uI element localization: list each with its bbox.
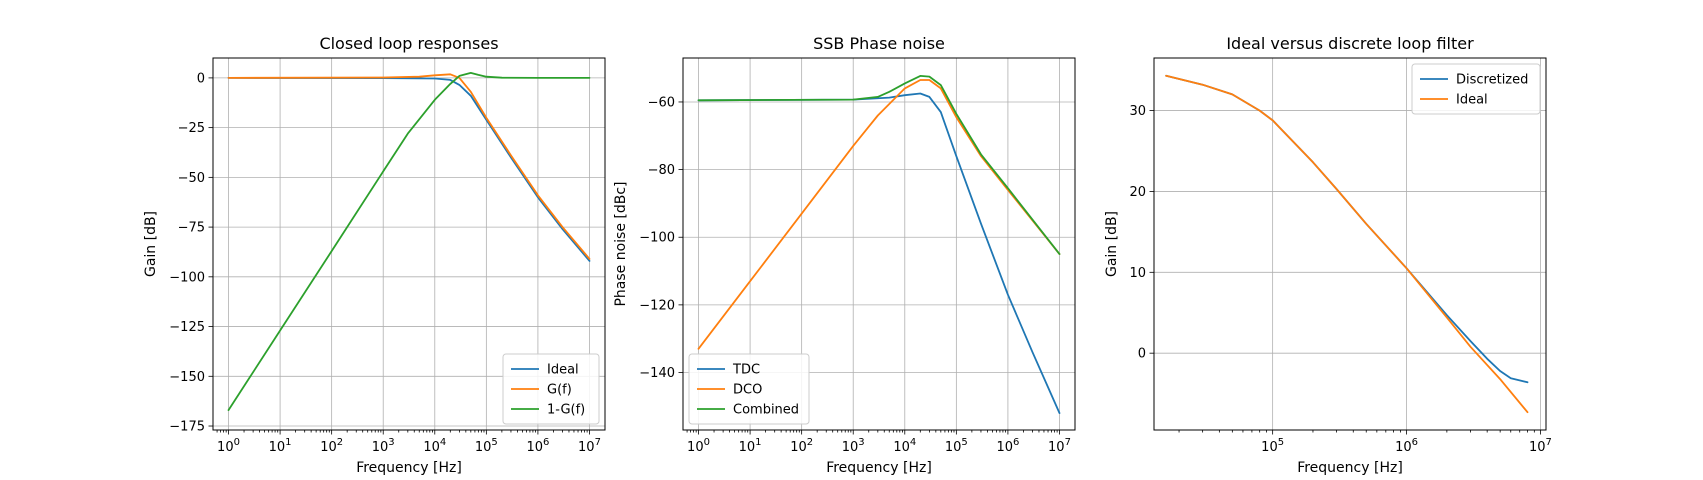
x-axis-label: Frequency [Hz] — [826, 460, 932, 476]
y-tick-label: −140 — [639, 366, 675, 381]
y-axis-label: Gain [dB] — [143, 211, 159, 277]
legend: Ideal G(f) 1-G(f) — [502, 353, 600, 425]
chart-3: 105 106 107 0 10 20 30 Ideal versus discrete lo… — [1104, 34, 1552, 476]
x-tick-label: 107 — [578, 437, 601, 455]
chart-2: 100 101 102 103 104 105 106 107 −60 −80 −100 −120 −1… — [613, 34, 1076, 476]
x-tick-label: 105 — [1261, 437, 1284, 455]
y-tick-label: 20 — [1129, 185, 1146, 200]
x-tick-label: 100 — [217, 437, 240, 455]
x-tick-label: 101 — [269, 437, 292, 455]
legend-box — [1411, 63, 1541, 115]
legend-entry: Ideal — [1456, 93, 1488, 108]
x-tick-label: 105 — [945, 437, 968, 455]
y-tick-label: 0 — [1138, 347, 1146, 362]
y-tick-label: −150 — [169, 370, 205, 385]
legend-entry: Ideal — [547, 363, 579, 378]
plot-frame — [682, 57, 1076, 431]
y-axis-label: Phase noise [dBc] — [613, 181, 629, 306]
x-minor-ticks — [686, 430, 1058, 433]
x-tick-label: 104 — [893, 437, 916, 455]
x-tick-label: 107 — [1048, 437, 1071, 455]
legend: TDC DCO Combined — [688, 353, 810, 425]
series-line-g-f- — [227, 73, 591, 260]
series-line-1-g-f- — [227, 72, 591, 412]
x-minor-ticks — [216, 430, 588, 433]
legend-entry: TDC — [732, 363, 760, 378]
series-line-combined — [697, 75, 1061, 256]
legend-box — [688, 353, 810, 425]
legend: Discretized Ideal — [1411, 63, 1541, 115]
y-tick-label: −75 — [178, 221, 205, 236]
series-line-tdc — [697, 92, 1061, 415]
chart-title: Closed loop responses — [319, 34, 498, 53]
y-tick-label: −50 — [178, 171, 205, 186]
y-tick-label: 30 — [1129, 104, 1146, 119]
y-tick-label: −120 — [639, 298, 675, 313]
y-tick-label: −60 — [648, 95, 675, 110]
x-tick-label: 102 — [790, 437, 813, 455]
x-tick-label: 104 — [423, 437, 446, 455]
x-minor-ticks — [1178, 430, 1535, 433]
y-tick-label: −125 — [169, 320, 205, 335]
x-tick-label: 102 — [320, 437, 343, 455]
legend-entry: DCO — [733, 383, 762, 398]
x-tick-label: 106 — [526, 437, 549, 455]
y-tick-label: −100 — [169, 270, 205, 285]
series-line-ideal — [1165, 74, 1529, 414]
series-line-discretized — [1165, 74, 1529, 384]
plot-frame — [212, 57, 606, 431]
y-tick-label: 10 — [1129, 266, 1146, 281]
plot-frame — [1153, 57, 1547, 431]
x-tick-label: 101 — [739, 437, 762, 455]
legend-entry: 1-G(f) — [547, 403, 585, 418]
x-tick-label: 103 — [372, 437, 395, 455]
y-tick-label: −175 — [169, 420, 205, 435]
legend-entry: Combined — [733, 403, 799, 418]
x-tick-label: 100 — [687, 437, 710, 455]
grid-lines — [1154, 58, 1546, 430]
y-tick-label: −100 — [639, 231, 675, 246]
series-line-ideal — [227, 77, 591, 262]
chart-1: 100 101 102 103 104 105 106 107 0 −25 −50 −75 −100 −1… — [143, 34, 606, 476]
x-tick-label: 106 — [1395, 437, 1418, 455]
chart-title: SSB Phase noise — [813, 34, 945, 53]
x-axis-label: Frequency [Hz] — [356, 460, 462, 476]
y-tick-label: −80 — [648, 163, 675, 178]
x-tick-label: 106 — [996, 437, 1019, 455]
x-tick-label: 103 — [842, 437, 865, 455]
x-axis-label: Frequency [Hz] — [1297, 460, 1403, 476]
legend-entry: G(f) — [547, 383, 572, 398]
legend-box — [502, 353, 600, 425]
x-tick-label: 105 — [475, 437, 498, 455]
y-tick-label: 0 — [197, 71, 205, 86]
chart-title: Ideal versus discrete loop filter — [1226, 34, 1474, 53]
y-axis-label: Gain [dB] — [1104, 211, 1120, 277]
series-line-dco — [697, 79, 1061, 350]
x-tick-label: 107 — [1529, 437, 1552, 455]
legend-entry: Discretized — [1456, 73, 1528, 88]
y-tick-label: −25 — [178, 121, 205, 136]
